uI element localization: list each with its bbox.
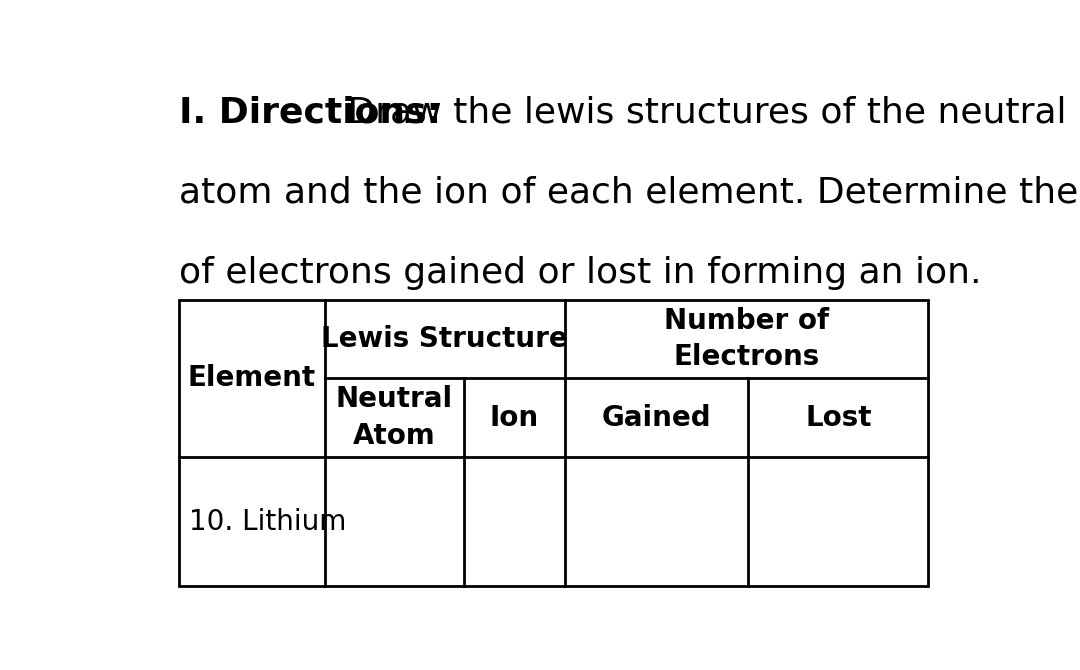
- Text: I. Directions:: I. Directions:: [178, 96, 441, 130]
- Text: Ion: Ion: [489, 404, 539, 431]
- Text: Lost: Lost: [806, 404, 872, 431]
- Text: 10. Lithium: 10. Lithium: [189, 508, 347, 535]
- Text: atom and the ion of each element. Determine the number: atom and the ion of each element. Determ…: [178, 176, 1080, 210]
- Text: Element: Element: [188, 364, 315, 393]
- Text: Number of
Electrons: Number of Electrons: [664, 307, 829, 371]
- Text: of electrons gained or lost in forming an ion.: of electrons gained or lost in forming a…: [178, 256, 981, 290]
- Text: Neutral
Atom: Neutral Atom: [336, 385, 453, 450]
- Text: Gained: Gained: [602, 404, 712, 431]
- Text: Lewis Structure: Lewis Structure: [322, 325, 568, 353]
- Text: Draw the lewis structures of the neutral: Draw the lewis structures of the neutral: [336, 96, 1066, 130]
